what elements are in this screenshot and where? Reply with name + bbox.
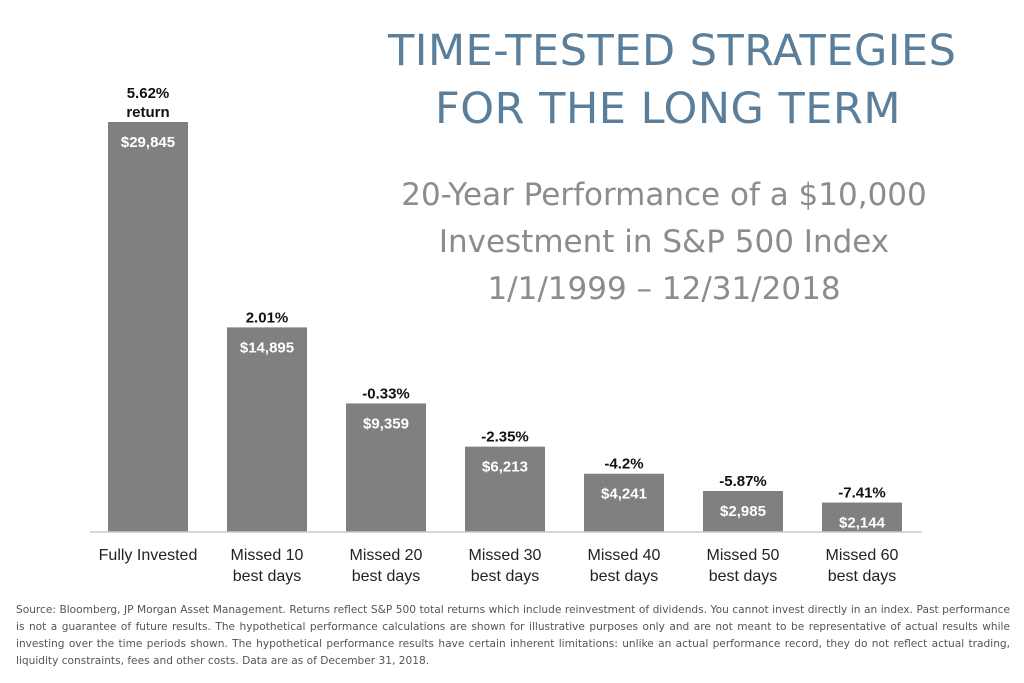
subtitle-line-2: Investment in S&P 500 Index [438, 224, 890, 260]
return-label-1-2: return [126, 104, 169, 121]
bar-value-label-2: $14,895 [240, 339, 294, 356]
subtitle-line-1: 20-Year Performance of a $10,000 [401, 177, 927, 213]
bars-layer: $29,845 5.62% return Fully Invested $14,895 2… [99, 85, 902, 585]
title-line-1: TIME-TESTED STRATEGIES [388, 26, 957, 76]
bar-2 [227, 327, 307, 532]
category-label-3-1: Missed 20 [350, 547, 423, 564]
category-label-1-1: Fully Invested [99, 547, 198, 564]
category-label-5-1: Missed 40 [588, 547, 661, 564]
category-label-7-1: Missed 60 [826, 547, 899, 564]
return-label-4-1: -2.35% [481, 429, 529, 446]
bar-3 [346, 403, 426, 532]
bar-value-label-7: $2,144 [839, 515, 886, 532]
category-label-2-2: best days [233, 568, 301, 585]
bar-7 [822, 502, 902, 532]
return-label-7-1: -7.41% [838, 485, 886, 502]
bar-6 [703, 490, 783, 532]
category-label-4-2: best days [471, 568, 539, 585]
subtitle-line-3: 1/1/1999 – 12/31/2018 [487, 271, 841, 307]
category-label-4-1: Missed 30 [469, 547, 542, 564]
bar-1 [108, 122, 188, 532]
bar-5 [584, 473, 664, 532]
bar-value-label-1: $29,845 [121, 134, 175, 151]
bar-value-label-6: $2,985 [720, 503, 766, 520]
bar-4 [465, 446, 545, 532]
return-label-2-1: 2.01% [246, 309, 289, 326]
bar-value-label-3: $9,359 [363, 415, 409, 432]
category-label-6-1: Missed 50 [707, 547, 780, 564]
category-label-3-2: best days [352, 568, 420, 585]
return-label-3-1: -0.33% [362, 385, 410, 402]
bar-chart: $29,845 5.62% return Fully Invested $14,895 2… [90, 85, 922, 585]
return-label-6-1: -5.87% [719, 473, 767, 490]
title-line-2: FOR THE LONG TERM [435, 84, 901, 134]
chart-subtitle: 20-Year Performance of a $10,000 Investm… [380, 172, 948, 313]
bar-value-label-4: $6,213 [482, 459, 528, 476]
bar-value-label-5: $4,241 [601, 486, 647, 503]
category-label-5-2: best days [590, 568, 658, 585]
category-label-2-1: Missed 10 [231, 547, 304, 564]
return-label-1-1: 5.62% [127, 85, 170, 102]
source-footnote: Source: Bloomberg, JP Morgan Asset Manag… [16, 604, 1010, 667]
return-label-5-1: -4.2% [604, 456, 643, 473]
category-label-6-2: best days [709, 568, 777, 585]
page-title: TIME-TESTED STRATEGIES FOR THE LONG TERM [388, 22, 957, 138]
category-label-7-2: best days [828, 568, 896, 585]
